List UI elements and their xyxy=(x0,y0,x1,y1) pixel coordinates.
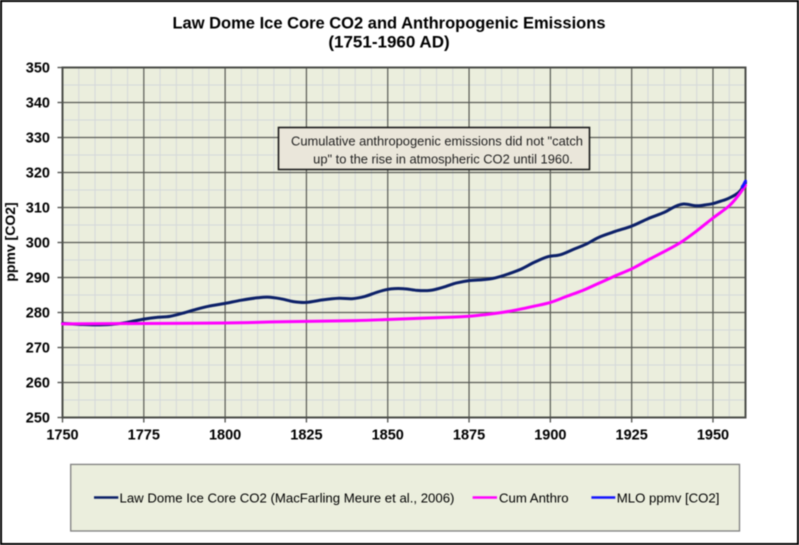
svg-text:250: 250 xyxy=(26,411,50,427)
svg-text:280: 280 xyxy=(26,306,50,322)
svg-text:350: 350 xyxy=(26,61,50,77)
svg-text:1750: 1750 xyxy=(46,428,78,444)
svg-text:1875: 1875 xyxy=(453,428,485,444)
svg-text:(1751-1960 AD): (1751-1960 AD) xyxy=(328,33,449,52)
svg-text:320: 320 xyxy=(26,166,50,182)
svg-text:Cum Anthro: Cum Anthro xyxy=(499,490,569,505)
svg-text:330: 330 xyxy=(26,131,50,147)
svg-text:up" to the rise in atmospheric: up" to the rise in atmospheric CO2 until… xyxy=(313,151,573,166)
svg-text:260: 260 xyxy=(26,376,50,392)
svg-text:MLO ppmv [CO2]: MLO ppmv [CO2] xyxy=(617,490,720,505)
svg-text:1800: 1800 xyxy=(209,428,241,444)
svg-text:1825: 1825 xyxy=(290,428,322,444)
svg-text:270: 270 xyxy=(26,341,50,357)
svg-text:1900: 1900 xyxy=(534,428,566,444)
svg-text:1925: 1925 xyxy=(616,428,648,444)
svg-text:340: 340 xyxy=(26,96,50,112)
svg-text:Law Dome Ice Core CO2 (MacFarl: Law Dome Ice Core CO2 (MacFarling Meure … xyxy=(120,490,455,505)
svg-text:1950: 1950 xyxy=(697,428,729,444)
svg-text:Cumulative anthropogenic emiss: Cumulative anthropogenic emissions did n… xyxy=(291,133,583,148)
svg-text:1850: 1850 xyxy=(372,428,404,444)
svg-text:310: 310 xyxy=(26,201,50,217)
svg-text:ppmv [CO2]: ppmv [CO2] xyxy=(2,202,18,281)
svg-text:1775: 1775 xyxy=(128,428,160,444)
svg-text:290: 290 xyxy=(26,271,50,287)
svg-text:300: 300 xyxy=(26,236,50,252)
svg-text:Law Dome Ice Core CO2 and Anth: Law Dome Ice Core CO2 and Anthropogenic … xyxy=(172,15,605,33)
